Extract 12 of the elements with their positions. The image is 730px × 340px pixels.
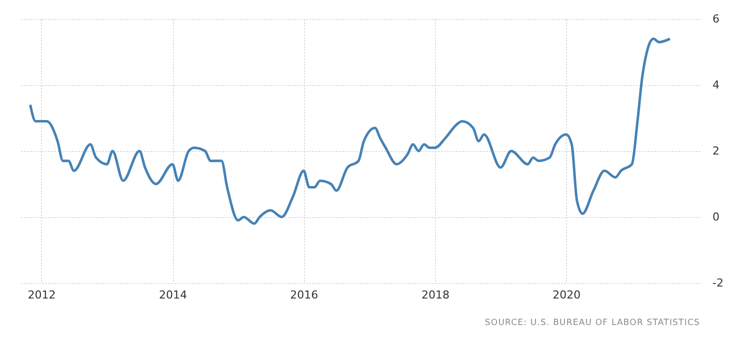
y-tick-label: -2 [712,276,724,290]
x-tick-label: 2014 [159,288,188,302]
y-tick-label: 0 [712,210,720,224]
y-tick-label: 6 [712,12,720,26]
y-tick-label: 4 [712,78,720,92]
y-tick-label: 2 [712,144,720,158]
x-tick-label: 2020 [552,288,581,302]
source-note: SOURCE: U.S. BUREAU OF LABOR STATISTICS [484,318,700,328]
x-tick-label: 2018 [422,288,450,302]
x-tick-label: 2016 [290,288,318,302]
line-series [28,38,672,225]
x-tick-label: 2012 [28,288,56,302]
